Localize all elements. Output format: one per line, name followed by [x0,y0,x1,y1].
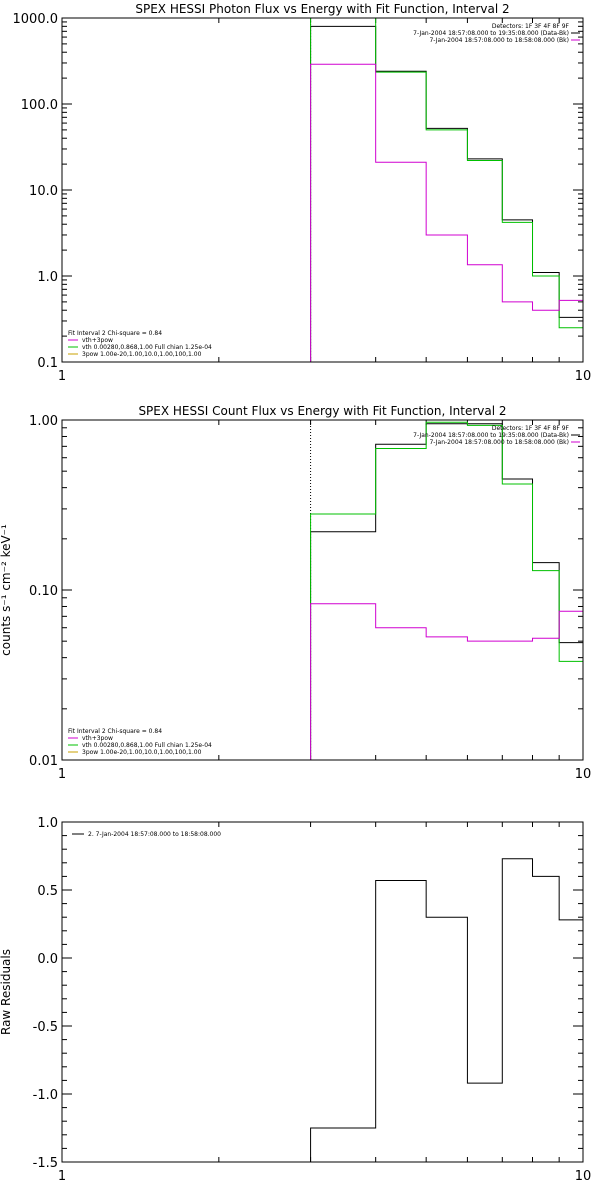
chart-title: SPEX HESSI Photon Flux vs Energy with Fi… [135,2,509,16]
series-line-1 [310,423,583,760]
y-tick-label: 0.01 [29,754,58,769]
x-tick-label: 1 [58,1169,66,1184]
legend-entry: Fit Interval 2 Chi-square = 0.84 [68,330,162,337]
x-tick-label: 10 [575,767,592,782]
legend-entry: 7-Jan-2004 18:57:08.000 to 18:58:08.000 … [429,37,569,44]
series-line-3 [310,63,583,362]
y-tick-label: -0.5 [33,1020,58,1035]
y-tick-label: 0.1 [37,356,58,371]
y-axis-label: Raw Residuals [0,949,13,1035]
series-line-1 [310,25,583,362]
legend-entry: 2. 7-Jan-2004 18:57:08.000 to 18:58:08.0… [88,831,221,838]
y-tick-label: 1.00 [29,414,58,429]
y-tick-label: -1.0 [33,1088,58,1103]
x-tick-label: 10 [575,1169,592,1184]
legend-entry: 3pow 1.00e-20,1.00,10.0,1.00,100,1.00 [82,749,202,756]
plot-frame [61,17,584,363]
legend-entry: vth+3pow [82,337,113,344]
y-axis-label: counts s⁻¹ cm⁻² keV⁻¹ [0,524,13,656]
legend-entry: Detectors: 1F 3F 4F 8F 9F [492,425,570,432]
x-tick-label: 1 [58,767,66,782]
y-tick-label: -1.5 [33,1156,58,1171]
legend-entry: 7-Jan-2004 18:57:08.000 to 19:35:08.000 … [413,432,569,439]
legend-entry: Detectors: 1F 3F 4F 8F 9F [492,23,570,30]
series-line-1 [310,858,583,1162]
series-line-3 [310,603,583,760]
chart-panel-2: SPEX HESSI Count Flux vs Energy with Fit… [0,404,591,782]
y-tick-label: 10.0 [29,184,58,199]
y-tick-label: 1.0 [37,816,58,831]
legend-entry: 7-Jan-2004 18:57:08.000 to 19:35:08.000 … [413,30,569,37]
x-tick-label: 10 [575,369,592,384]
chart-title: SPEX HESSI Count Flux vs Energy with Fit… [138,404,506,418]
plot-frame [61,821,584,1163]
chart-panel-3: Raw Residuals 1 10 -1.5 -1.0 -0.5 0.0 0.5 1.0 2. … [0,816,591,1184]
legend-entry: Fit Interval 2 Chi-square = 0.84 [68,728,162,735]
legend-entry: vth+3pow [82,735,113,742]
plot-frame [61,419,584,761]
legend-entry: vth 0.00280,0.868,1.00 Full chian 1.25e-… [82,742,212,749]
y-tick-label: 1.0 [37,270,58,285]
y-tick-label: 0.10 [29,584,58,599]
chart-panel-1: SPEX HESSI Photon Flux vs Energy with Fi… [13,2,592,384]
x-tick-label: 1 [58,369,66,384]
legend-entry: 7-Jan-2004 18:57:08.000 to 18:58:08.000 … [429,439,569,446]
legend-entry: vth 0.00280,0.868,1.00 Full chian 1.25e-… [82,344,212,351]
series-line-2 [310,421,583,760]
y-tick-label: 100.0 [21,98,58,113]
y-tick-label: 1000.0 [13,12,59,27]
y-tick-label: 0.0 [37,952,58,967]
legend-entry: 3pow 1.00e-20,1.00,10.0,1.00,100,1.00 [82,351,202,358]
y-tick-label: 0.5 [37,884,58,899]
